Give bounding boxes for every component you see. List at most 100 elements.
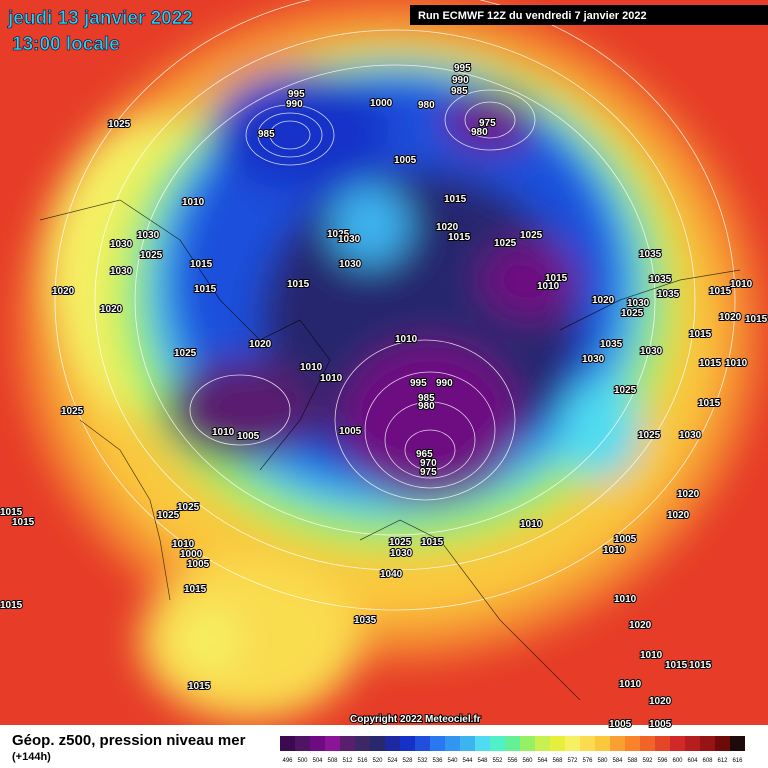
colorbar-swatch: [310, 736, 325, 751]
isobar-label: 965: [416, 449, 433, 460]
colorbar-label: 496: [282, 758, 293, 764]
isobar-label: 1020: [719, 312, 742, 323]
isobar-label: 1025: [157, 510, 180, 521]
isobar-label: 1030: [390, 548, 413, 559]
colorbar-swatch: [445, 736, 460, 751]
isobar-label: 1015: [12, 517, 35, 528]
isobar-label: 1010: [537, 281, 560, 292]
colorbar-label: 600: [672, 758, 683, 764]
colorbar-label: 520: [372, 758, 383, 764]
isobar-label: 1015: [444, 194, 467, 205]
isobar-label: 1025: [108, 119, 131, 130]
isobar-label: 1010: [730, 279, 753, 290]
isobar-label: 1020: [436, 222, 459, 233]
isobar-label: 1020: [249, 339, 272, 350]
colorbar-swatch: [580, 736, 595, 751]
isobar-label: 1025: [177, 502, 200, 513]
colorbar-swatch: [685, 736, 700, 751]
isobar-label: 1010: [320, 373, 343, 384]
legend-title: Géop. z500, pression niveau mer: [12, 732, 246, 749]
isobar-label: 1015: [184, 584, 207, 595]
isobar-label: 1030: [640, 346, 663, 357]
isobar-label: 1030: [627, 298, 650, 309]
isobar-label: 1005: [614, 534, 637, 545]
isobar-label: 1025: [327, 229, 350, 240]
colorbar-label: 528: [402, 758, 413, 764]
isobar-label: 1025: [638, 430, 661, 441]
isobar-label: 1005: [237, 431, 260, 442]
isobar-label: 1020: [592, 295, 615, 306]
colorbar-label: 568: [552, 758, 563, 764]
colorbar-swatch: [385, 736, 400, 751]
colorbar-label: 556: [507, 758, 518, 764]
isobar-label: 1015: [421, 537, 444, 548]
isobar-label: 985: [451, 86, 468, 97]
time-title: 13:00 locale: [12, 34, 120, 55]
isobar-label: 995: [454, 63, 471, 74]
isobar-label: 1025: [614, 385, 637, 396]
isobar-label: 1000: [180, 549, 203, 560]
isobar-label: 1020: [100, 304, 123, 315]
isobar-label: 1030: [679, 430, 702, 441]
isobar-label: 1025: [621, 308, 644, 319]
isobar-label: 1020: [649, 696, 672, 707]
isobar-label: 1025: [140, 250, 163, 261]
colorbar-swatch: [610, 736, 625, 751]
isobar-label: 1015: [689, 329, 712, 340]
isobar-label: 1015: [698, 398, 721, 409]
colorbar-swatch: [355, 736, 370, 751]
isobar-label: 980: [418, 401, 435, 412]
colorbar-label: 572: [567, 758, 578, 764]
colorbar-label: 552: [492, 758, 503, 764]
colorbar-swatch: [715, 736, 730, 751]
date-title: jeudi 13 janvier 2022: [7, 8, 193, 29]
isobar-label: 985: [258, 129, 275, 140]
run-info: Run ECMWF 12Z du vendredi 7 janvier 2022: [418, 10, 647, 22]
isobar-label: 1015: [287, 279, 310, 290]
isobar-label: 1030: [339, 259, 362, 270]
colorbar-swatch: [460, 736, 475, 751]
colorbar-swatch: [430, 736, 445, 751]
isobar-label: 1035: [649, 274, 672, 285]
isobar-label: 1015: [0, 600, 23, 611]
colorbar-label: 588: [627, 758, 638, 764]
isobar-label: 990: [286, 99, 303, 110]
colorbar-label: 604: [687, 758, 698, 764]
isobar-label: 980: [471, 127, 488, 138]
colorbar-swatch: [490, 736, 505, 751]
colorbar-swatch: [340, 736, 355, 751]
colorbar-swatch: [415, 736, 430, 751]
copyright: Copyright 2022 Meteociel.fr: [350, 714, 481, 725]
isobar-label: 1020: [677, 489, 700, 500]
colorbar-swatch: [565, 736, 580, 751]
colorbar-label: 584: [612, 758, 623, 764]
colorbar-label: 512: [342, 758, 353, 764]
isobar-label: 1010: [619, 679, 642, 690]
isobar-label: 1015: [194, 284, 217, 295]
colorbar-label: 608: [702, 758, 713, 764]
colorbar-swatch: [280, 736, 295, 751]
isobar-label: 995: [410, 378, 427, 389]
colorbar-label: 560: [522, 758, 533, 764]
colorbar-swatch: [520, 736, 535, 751]
isobar-label: 1010: [182, 197, 205, 208]
colorbar-label: 592: [642, 758, 653, 764]
isobar-label: 1035: [639, 249, 662, 260]
colorbar-label: 516: [357, 758, 368, 764]
colorbar-label: 532: [417, 758, 428, 764]
colorbar-label: 500: [297, 758, 308, 764]
colorbar-label: 544: [462, 758, 473, 764]
isobar-label: 1030: [582, 354, 605, 365]
colorbar-swatch: [295, 736, 310, 751]
isobar-label: 1015: [545, 273, 568, 284]
isobar-label: 1010: [520, 519, 543, 530]
colorbar-label: 576: [582, 758, 593, 764]
isobar-label: 1015: [190, 259, 213, 270]
isobar-label: 1025: [520, 230, 543, 241]
colorbar-swatch: [325, 736, 340, 751]
isobar-label: 1025: [61, 406, 84, 417]
colorbar-label: 540: [447, 758, 458, 764]
isobar-label: 1015: [709, 286, 732, 297]
colorbar-swatch: [655, 736, 670, 751]
